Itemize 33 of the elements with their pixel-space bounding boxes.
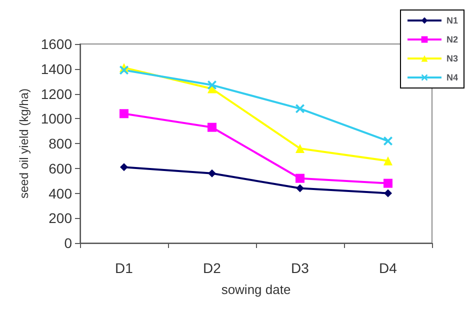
x-tick-label: D4 — [379, 260, 398, 276]
point — [296, 104, 304, 114]
point — [208, 169, 216, 178]
y-tick-label: 200 — [48, 210, 72, 226]
point — [120, 109, 128, 118]
x-axis-title: sowing date — [221, 282, 291, 297]
legend-label: N2 — [446, 34, 458, 44]
point — [120, 66, 128, 75]
point — [296, 144, 304, 153]
point — [296, 174, 304, 183]
y-tick-label: 800 — [48, 136, 72, 152]
point — [384, 178, 392, 188]
y-tick-label: 0 — [64, 235, 72, 251]
y-tick-label: 1000 — [40, 110, 72, 127]
y-tick-label: 600 — [48, 160, 72, 176]
legend-label: N3 — [446, 54, 458, 64]
y-tick-label: 1600 — [40, 36, 72, 52]
legend-label: N4 — [446, 72, 458, 82]
x-tick-label: D2 — [203, 260, 222, 276]
y-tick-label: 1400 — [40, 60, 72, 77]
point — [208, 122, 216, 132]
x-tick-label: D3 — [291, 260, 310, 276]
point — [120, 163, 128, 172]
y-tick-label: 1200 — [40, 86, 72, 102]
point — [384, 156, 392, 166]
y-axis-title: seed oil yield (kg/ha) — [16, 88, 31, 199]
legend-label: N1 — [446, 16, 458, 26]
x-tick-label: D1 — [115, 260, 134, 276]
point — [208, 80, 216, 90]
point — [384, 189, 392, 198]
point — [296, 184, 304, 192]
y-tick-label: 400 — [48, 185, 72, 202]
point — [384, 136, 392, 146]
